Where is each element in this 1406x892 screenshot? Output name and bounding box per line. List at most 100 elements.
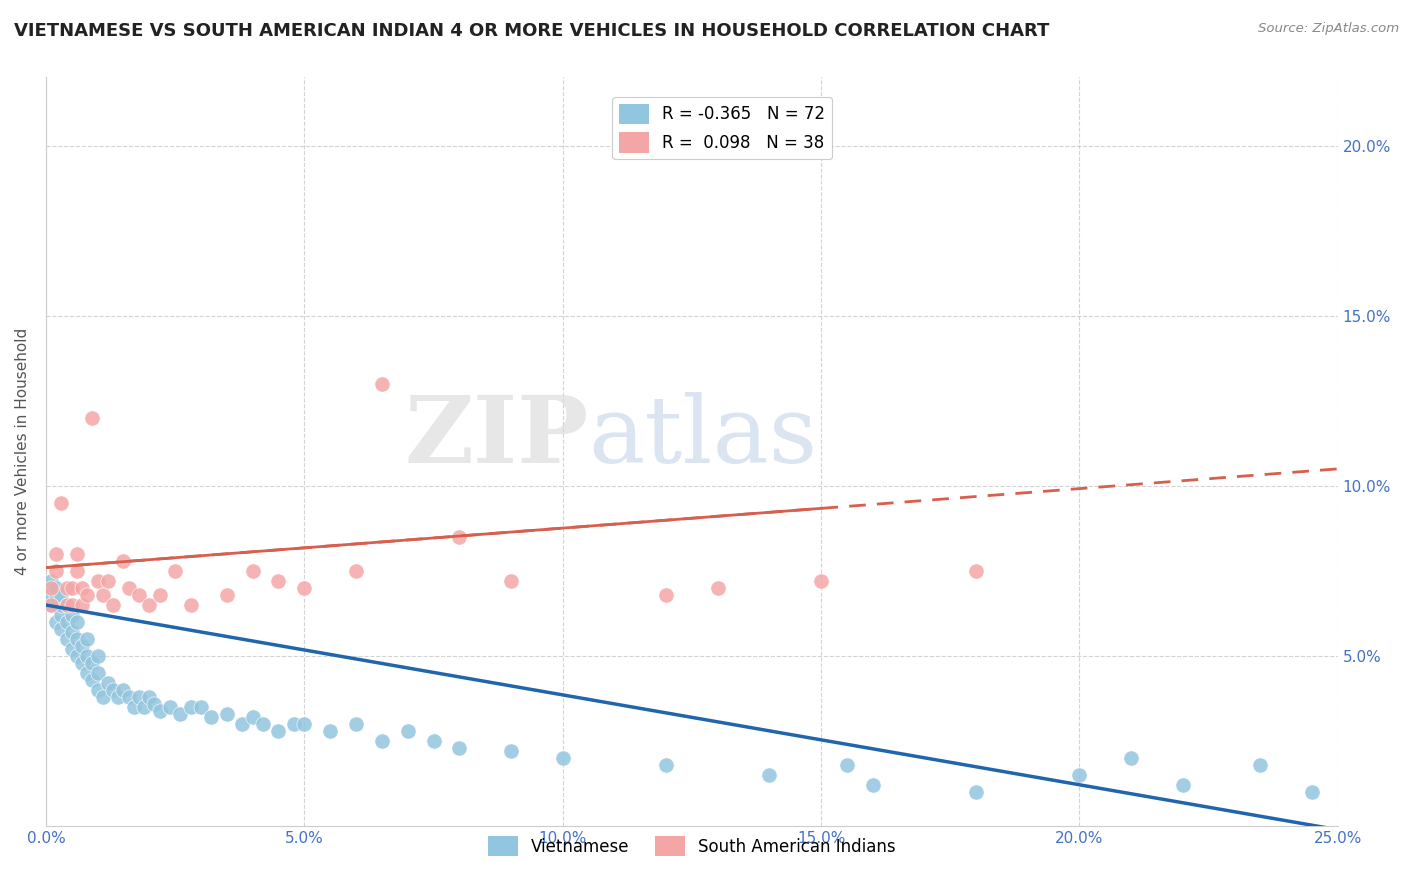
Point [134,700,156,714]
Point [60,625,83,640]
Point [55,632,77,646]
Point [101,683,124,698]
Text: Source: ZipAtlas.com: Source: ZipAtlas.com [1258,22,1399,36]
Point [117,690,139,704]
Point [70,639,93,653]
Point [231,717,253,731]
Point [45,564,67,578]
Point [97,676,120,690]
Point [138,598,160,612]
Point [215,588,238,602]
Point [1171,779,1194,793]
Point [122,700,145,714]
Point [180,700,202,714]
Point [200,710,222,724]
Point [1249,758,1271,772]
Point [51,598,73,612]
Point [45,615,67,629]
Point [499,744,522,758]
Point [112,554,135,568]
Point [101,598,124,612]
Point [758,768,780,782]
Point [55,581,77,595]
Point [190,700,212,714]
Point [1119,751,1142,765]
Point [45,588,67,602]
Point [55,598,77,612]
Point [112,683,135,698]
Text: ZIP: ZIP [405,392,589,482]
Point [371,734,394,748]
Point [86,574,108,589]
Text: atlas: atlas [589,392,818,482]
Point [117,581,139,595]
Point [267,723,290,738]
Point [371,376,394,391]
Point [449,741,471,756]
Point [76,588,98,602]
Point [655,758,678,772]
Point [66,649,89,664]
Point [128,588,150,602]
Point [51,588,73,602]
Point [810,574,832,589]
Point [835,758,858,772]
Point [82,656,104,670]
Point [267,574,290,589]
Point [449,530,471,544]
Point [76,632,98,646]
Point [655,588,678,602]
Point [143,697,166,711]
Point [292,581,315,595]
Point [76,649,98,664]
Point [70,581,93,595]
Point [39,588,62,602]
Point [149,704,172,718]
Point [91,690,114,704]
Point [252,717,274,731]
Point [51,608,73,623]
Point [283,717,305,731]
Point [1069,768,1091,782]
Y-axis label: 4 or more Vehicles in Household: 4 or more Vehicles in Household [15,328,30,575]
Point [60,581,83,595]
Point [45,598,67,612]
Point [242,564,264,578]
Point [39,574,62,589]
Point [97,574,120,589]
Point [51,496,73,510]
Point [706,581,728,595]
Point [55,615,77,629]
Point [86,683,108,698]
Text: VIETNAMESE VS SOUTH AMERICAN INDIAN 4 OR MORE VEHICLES IN HOUSEHOLD CORRELATION : VIETNAMESE VS SOUTH AMERICAN INDIAN 4 OR… [14,22,1049,40]
Point [86,649,108,664]
Point [169,706,191,721]
Point [180,598,202,612]
Point [45,547,67,561]
Point [39,581,62,595]
Point [292,717,315,731]
Point [242,710,264,724]
Point [551,751,574,765]
Point [76,666,98,681]
Point [499,574,522,589]
Point [149,588,172,602]
Point [965,785,987,799]
Point [86,666,108,681]
Point [862,779,884,793]
Point [138,690,160,704]
Point [70,656,93,670]
Point [159,700,181,714]
Point [39,598,62,612]
Point [965,564,987,578]
Point [91,588,114,602]
Point [55,598,77,612]
Legend: Vietnamese, South American Indians: Vietnamese, South American Indians [481,830,903,863]
Point [66,564,89,578]
Point [396,723,419,738]
Point [422,734,444,748]
Point [344,717,367,731]
Point [319,723,342,738]
Point [128,690,150,704]
Point [70,598,93,612]
